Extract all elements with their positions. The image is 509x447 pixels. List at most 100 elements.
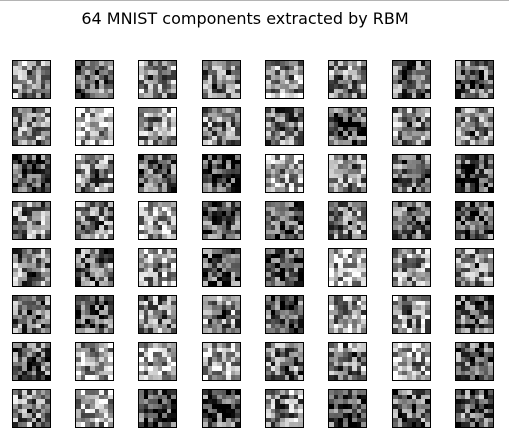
- component-pixel: [270, 390, 276, 395]
- component-pixel: [352, 390, 357, 395]
- component-pixel: [157, 296, 163, 301]
- component-pixel: [293, 74, 299, 80]
- component-pixel: [230, 79, 236, 85]
- component-pixel: [230, 84, 236, 89]
- component-pixel: [420, 84, 426, 89]
- component-pixel: [31, 262, 37, 268]
- component-pixel: [361, 323, 366, 329]
- component-pixel: [266, 225, 271, 230]
- component-pixel: [289, 328, 294, 333]
- component-pixel: [488, 234, 493, 239]
- component-pixel: [221, 375, 227, 380]
- component-pixel: [207, 215, 213, 221]
- component-pixel: [89, 84, 95, 89]
- component-pixel: [270, 182, 276, 188]
- component-pixel: [31, 182, 37, 188]
- component-pixel: [85, 182, 90, 188]
- component-pixel: [474, 159, 480, 165]
- component-pixel: [266, 267, 271, 273]
- component-pixel: [420, 61, 426, 66]
- component-pixel: [40, 88, 46, 94]
- component-pixel: [207, 225, 213, 230]
- component-pixel: [416, 88, 421, 94]
- component-pixel: [171, 370, 176, 376]
- component-pixel: [338, 70, 343, 75]
- component-pixel: [338, 155, 343, 160]
- component-pixel: [235, 319, 240, 324]
- component-pixel: [347, 417, 353, 423]
- component-pixel: [99, 343, 104, 348]
- component-pixel: [275, 234, 280, 239]
- component-pixel: [356, 70, 362, 75]
- component-pixel: [333, 206, 339, 212]
- component-pixel: [469, 140, 475, 145]
- component-pixel: [270, 61, 276, 66]
- component-pixel: [352, 361, 357, 367]
- component-pixel: [275, 155, 280, 160]
- component-pixel: [89, 272, 95, 277]
- component-pixel: [338, 225, 343, 230]
- component-pixel: [162, 74, 167, 80]
- component-pixel: [284, 182, 290, 188]
- component-pixel: [17, 159, 23, 165]
- component-pixel: [402, 126, 407, 132]
- component-pixel: [171, 347, 176, 353]
- component-pixel: [203, 202, 208, 207]
- component-pixel: [40, 117, 46, 122]
- component-pixel: [212, 155, 217, 160]
- component-pixel: [152, 70, 158, 75]
- component-pixel: [80, 159, 86, 165]
- component-pixel: [456, 164, 461, 169]
- component-pixel: [40, 422, 46, 427]
- component-pixel: [31, 370, 37, 376]
- component-pixel: [85, 70, 90, 75]
- component-pixel: [157, 112, 163, 118]
- component-pixel: [207, 117, 213, 122]
- component-pixel: [289, 220, 294, 226]
- component-pixel: [171, 408, 176, 414]
- component-pixel: [460, 135, 466, 141]
- component-pixel: [469, 305, 475, 310]
- component-pixel: [393, 88, 398, 94]
- component-pixel: [275, 253, 280, 259]
- component-tile: [138, 60, 177, 99]
- component-pixel: [226, 211, 231, 216]
- component-pixel: [203, 300, 208, 306]
- component-pixel: [203, 155, 208, 160]
- component-pixel: [342, 314, 348, 320]
- component-pixel: [212, 356, 217, 362]
- component-pixel: [266, 413, 271, 418]
- component-pixel: [298, 262, 303, 268]
- component-pixel: [352, 182, 357, 188]
- component-pixel: [393, 323, 398, 329]
- component-pixel: [171, 323, 176, 329]
- component-pixel: [275, 131, 280, 136]
- component-pixel: [157, 220, 163, 226]
- component-pixel: [329, 234, 334, 239]
- component-pixel: [76, 366, 81, 371]
- component-pixel: [157, 70, 163, 75]
- component-pixel: [352, 164, 357, 169]
- component-pixel: [406, 305, 412, 310]
- component-pixel: [40, 121, 46, 127]
- component-pixel: [143, 328, 149, 333]
- component-pixel: [157, 93, 163, 98]
- component-pixel: [235, 399, 240, 404]
- component-pixel: [162, 253, 167, 259]
- component-pixel: [289, 135, 294, 141]
- component-pixel: [139, 422, 144, 427]
- component-pixel: [460, 323, 466, 329]
- component-pixel: [279, 108, 285, 113]
- component-pixel: [474, 281, 480, 286]
- component-pixel: [94, 121, 100, 127]
- component-pixel: [36, 309, 41, 315]
- component-pixel: [465, 272, 470, 277]
- component-pixel: [469, 234, 475, 239]
- component-pixel: [393, 253, 398, 259]
- component-pixel: [456, 413, 461, 418]
- component-pixel: [402, 225, 407, 230]
- component-pixel: [416, 61, 421, 66]
- component-pixel: [393, 164, 398, 169]
- component-pixel: [329, 93, 334, 98]
- component-pixel: [425, 370, 430, 376]
